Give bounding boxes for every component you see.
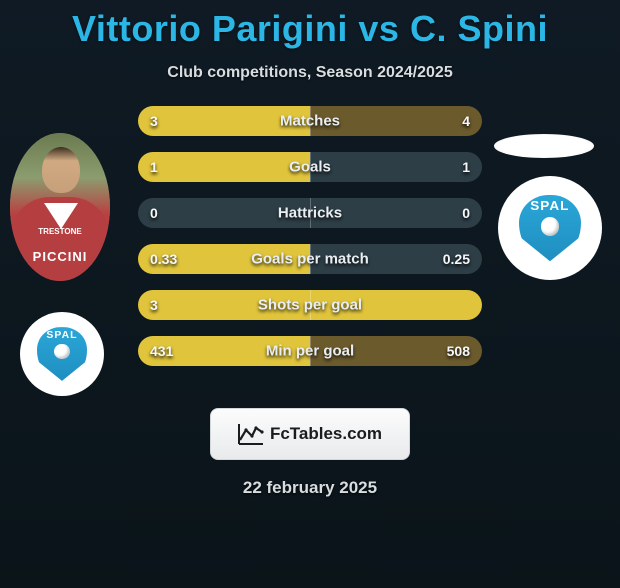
stat-value-left: 431 <box>150 343 173 359</box>
badge-text: SPAL <box>530 198 569 213</box>
stat-label: Shots per goal <box>258 297 362 314</box>
player2-photo-placeholder <box>494 134 594 158</box>
stat-value-left: 0.33 <box>150 251 177 267</box>
player1-head <box>42 147 80 193</box>
stat-row: Goals 1 1 <box>138 152 482 182</box>
stat-row: Shots per goal 3 <box>138 290 482 320</box>
stat-value-right: 0 <box>462 205 470 221</box>
stat-value-left: 3 <box>150 297 158 313</box>
stat-label: Hattricks <box>278 205 342 222</box>
stat-value-right: 1 <box>462 159 470 175</box>
stat-value-right: 508 <box>447 343 470 359</box>
stat-row: Hattricks 0 0 <box>138 198 482 228</box>
player2-club-badge: SPAL <box>498 176 602 280</box>
stat-value-left: 0 <box>150 205 158 221</box>
stat-row: Min per goal 431 508 <box>138 336 482 366</box>
subtitle: Club competitions, Season 2024/2025 <box>0 64 620 82</box>
player2-club-badge-shield: SPAL <box>519 195 581 262</box>
stat-label: Goals per match <box>251 251 369 268</box>
stats-bars-column: Matches 3 4 Goals 1 1 Hattricks 0 0 Goals per mat… <box>138 106 482 382</box>
stat-value-right: 4 <box>462 113 470 129</box>
stat-row: Goals per match 0.33 0.25 <box>138 244 482 274</box>
date: 22 february 2025 <box>0 478 620 498</box>
stat-label: Min per goal <box>266 343 354 360</box>
player1-shirt-text-small: TRESTONE <box>38 227 81 236</box>
fctables-logo-text: FcTables.com <box>270 424 382 444</box>
badge-text: SPAL <box>46 330 77 341</box>
badge-ball-icon <box>54 344 69 359</box>
page-title: Vittorio Parigini vs C. Spini <box>0 8 620 50</box>
stat-label: Goals <box>289 159 331 176</box>
badge-ball-icon <box>541 217 560 236</box>
stat-row: Matches 3 4 <box>138 106 482 136</box>
player1-shirt <box>10 197 110 281</box>
stat-value-left: 3 <box>150 113 158 129</box>
player1-club-badge-shield: SPAL <box>37 327 87 381</box>
stat-bar-left <box>138 152 310 182</box>
player1-photo: TRESTONE PICCINI <box>10 133 110 281</box>
player1-club-badge: SPAL <box>20 312 104 396</box>
stat-bar-right <box>310 152 482 182</box>
stat-value-right: 0.25 <box>443 251 470 267</box>
player1-shirt-text-large: PICCINI <box>33 249 88 264</box>
fctables-logo: FcTables.com <box>210 408 410 460</box>
chart-icon <box>238 423 264 445</box>
stat-label: Matches <box>280 113 340 130</box>
stat-value-left: 1 <box>150 159 158 175</box>
